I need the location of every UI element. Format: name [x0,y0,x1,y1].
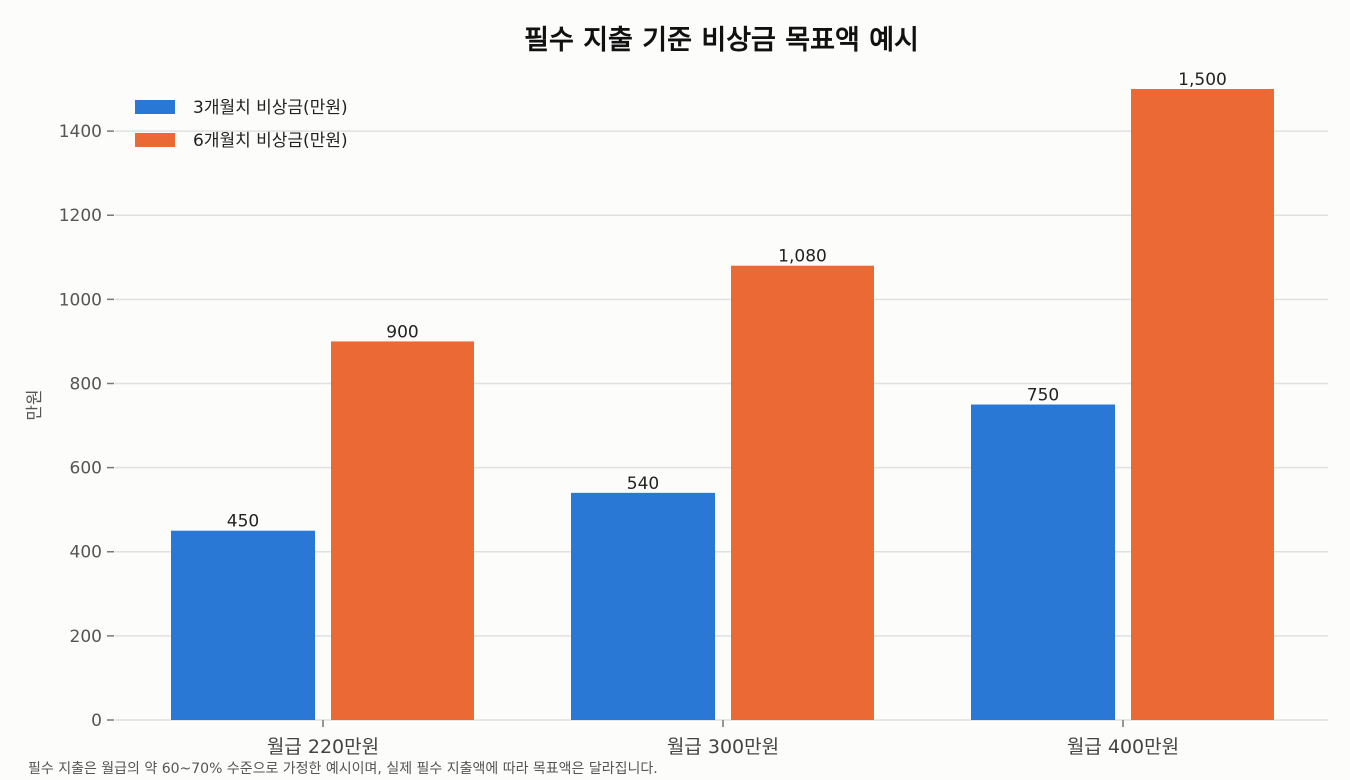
y-tick-label: 800 [70,374,102,394]
legend-swatch [135,100,175,114]
legend-label: 6개월치 비상금(만원) [193,131,348,151]
y-axis-label: 만원 [25,389,45,420]
legend-label: 3개월치 비상금(만원) [193,98,348,118]
data-label: 540 [627,474,659,494]
data-label: 900 [386,322,418,342]
y-tick-label: 600 [70,459,102,479]
y-tick-label: 200 [70,627,102,647]
data-label: 750 [1027,386,1059,406]
data-label: 450 [227,512,259,532]
y-tick-label: 400 [70,543,102,563]
x-tick-label: 월급 220만원 [267,736,379,758]
bars: 450 900 540 1,080 750 1,500 [171,70,1274,721]
bar-6month-3 [1131,89,1274,721]
data-label: 1,080 [778,247,827,267]
y-tick-label: 1200 [59,206,102,226]
data-label: 1,500 [1178,70,1227,90]
bar-6month-1 [331,341,474,720]
legend: 3개월치 비상금(만원) 6개월치 비상금(만원) [135,98,348,151]
bar-3month-3 [971,404,1115,720]
x-tick-label: 월급 400만원 [1067,736,1179,758]
bar-6month-2 [731,265,874,720]
chart-title: 필수 지출 기준 비상금 목표액 예시 [524,25,919,56]
gridlines [115,130,1328,721]
bar-3month-1 [171,530,315,720]
y-tick-label: 1400 [59,122,102,142]
axes: 0 200 400 600 800 1000 1200 1400 월급 220만원 월급 300만… [59,122,1179,758]
footnote: 필수 지출은 월급의 약 60~70% 수준으로 가정한 예시이며, 실제 필수… [28,761,658,777]
y-tick-label: 0 [91,711,102,731]
x-tick-label: 월급 300만원 [667,736,779,758]
y-tick-label: 1000 [59,290,102,310]
legend-swatch [135,133,175,147]
bar-3month-2 [571,492,715,720]
